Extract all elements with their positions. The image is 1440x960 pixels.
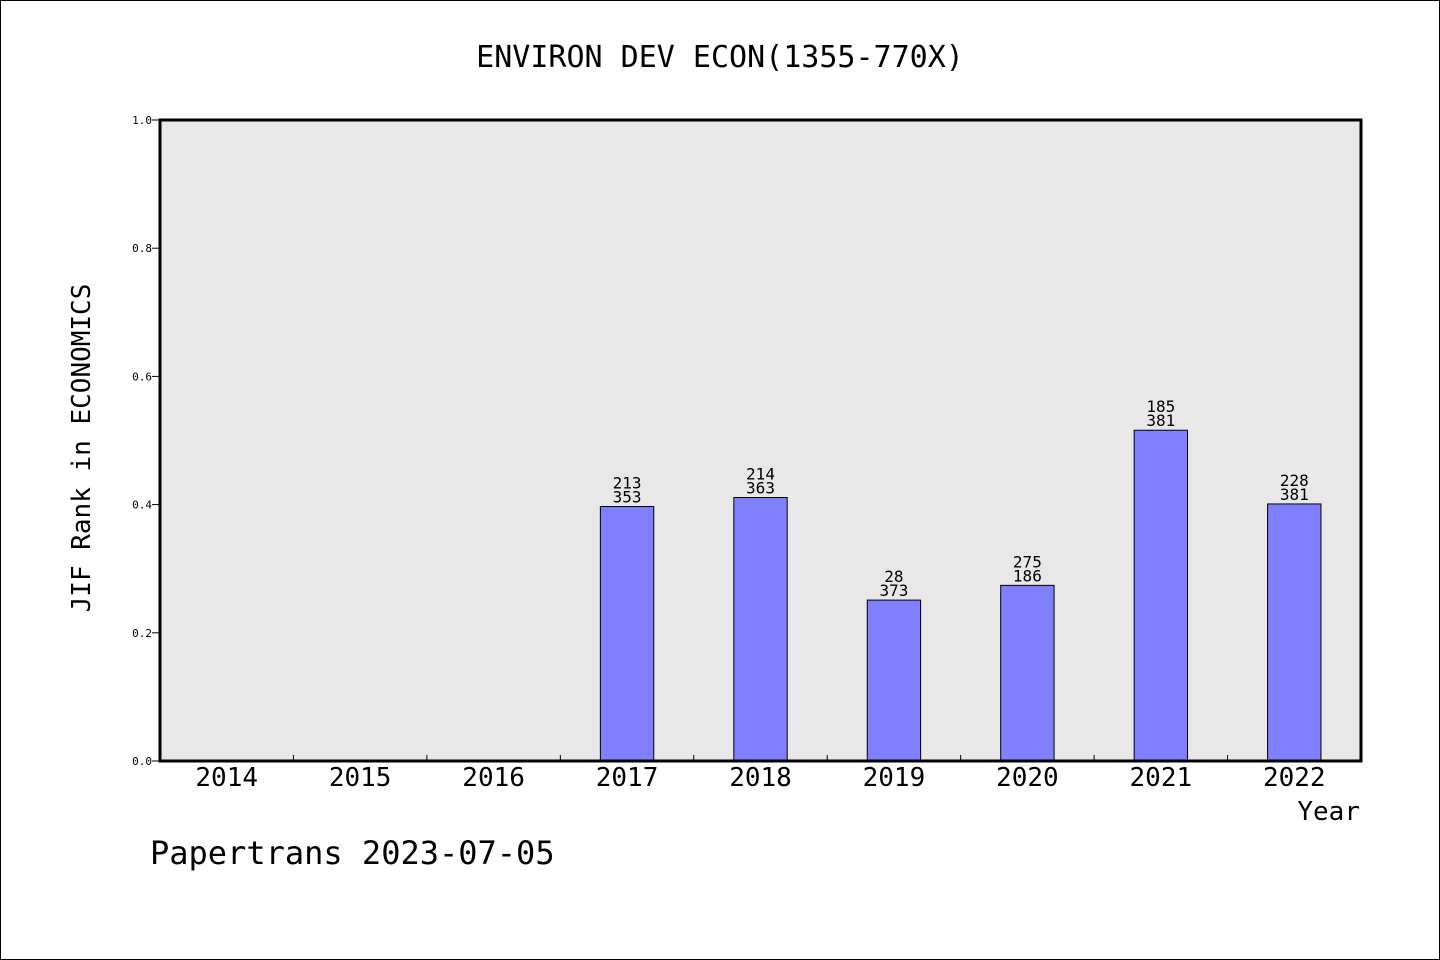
y-axis-label: JIF Rank in ECONOMICS bbox=[67, 284, 97, 613]
y-tick-label: 0.2 bbox=[132, 627, 152, 640]
bar-label-rank: 213 bbox=[613, 474, 642, 493]
x-tick-label: 2021 bbox=[1130, 763, 1193, 793]
bar-2022 bbox=[1267, 503, 1322, 762]
y-axis: 0.0 0.2 0.4 0.6 0.8 1.0 bbox=[132, 114, 160, 768]
bar-2019 bbox=[866, 599, 922, 762]
bar-label-rank: 214 bbox=[746, 465, 775, 484]
bar-2021 bbox=[1133, 429, 1189, 762]
bars bbox=[599, 429, 1322, 762]
x-tick-label: 2015 bbox=[329, 763, 392, 793]
bar-label-rank: 185 bbox=[1146, 397, 1175, 416]
bar-label-total: 353 bbox=[613, 488, 642, 507]
x-tick-label: 2016 bbox=[462, 763, 525, 793]
y-tick-label: 1.0 bbox=[132, 114, 152, 127]
x-tick-label: 2014 bbox=[195, 763, 258, 793]
x-tick-label: 2022 bbox=[1263, 763, 1326, 793]
y-tick-label: 0.4 bbox=[132, 499, 152, 512]
bar-label-total: 186 bbox=[1013, 566, 1042, 585]
bar-2018 bbox=[733, 497, 788, 762]
footer-text: Papertrans 2023-07-05 bbox=[150, 834, 555, 872]
y-tick-label: 0.0 bbox=[132, 755, 152, 768]
bar-2020 bbox=[1000, 584, 1055, 762]
bar-label-total: 381 bbox=[1280, 485, 1309, 504]
bar-2017 bbox=[599, 506, 655, 762]
y-tick-label: 0.8 bbox=[132, 242, 152, 255]
bar-label-total: 363 bbox=[746, 479, 775, 498]
bar-label-rank: 275 bbox=[1013, 552, 1042, 571]
chart-title: ENVIRON DEV ECON(1355-770X) bbox=[476, 40, 964, 75]
x-tick-label: 2018 bbox=[729, 763, 792, 793]
bar-label-rank: 28 bbox=[884, 567, 903, 586]
x-axis: 2014 2015 2016 2017 2018 2019 2020 2021 2022 bbox=[195, 755, 1326, 793]
bar-label-rank: 228 bbox=[1280, 471, 1309, 490]
bar-label-total: 381 bbox=[1146, 411, 1175, 430]
x-tick-label: 2017 bbox=[596, 763, 659, 793]
x-tick-label: 2019 bbox=[863, 763, 926, 793]
bar-label-total: 373 bbox=[879, 581, 908, 600]
x-tick-label: 2020 bbox=[996, 763, 1059, 793]
y-tick-label: 0.6 bbox=[132, 370, 152, 383]
x-axis-label: Year bbox=[1297, 797, 1360, 827]
plot-border bbox=[158, 118, 1363, 763]
